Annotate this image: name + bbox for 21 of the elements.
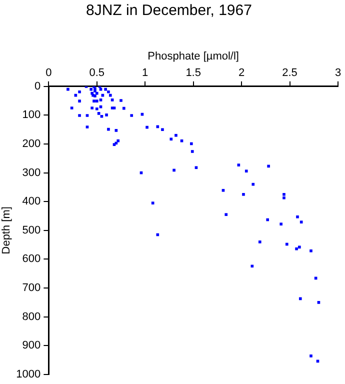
y-tick-label: 900	[22, 340, 41, 352]
chart-title: 8JNZ in December, 1967	[86, 2, 252, 20]
y-tick-label: 300	[22, 166, 41, 179]
y-tick-label: 1000	[16, 368, 41, 380]
y-tick-label: 0	[34, 80, 41, 92]
y-axis-title: Depth [m]	[0, 206, 13, 254]
y-tick-label: 500	[22, 224, 41, 236]
x-tick-label: 2	[238, 66, 245, 79]
y-tick-label: 200	[22, 138, 41, 150]
y-tick-label: 100	[22, 109, 41, 122]
x-axis-title: Phosphate [µmol/l]	[148, 50, 240, 63]
x-tick-label: 0.5	[89, 66, 105, 79]
x-tick-label: 1.5	[186, 66, 201, 79]
x-tick-label: 1	[142, 66, 148, 79]
y-tick-label: 600	[22, 253, 41, 266]
y-tick-label: 400	[22, 196, 41, 208]
x-tick-label: 3	[334, 66, 342, 79]
x-tick-label: 0	[46, 66, 52, 79]
x-tick-label: 2.5	[282, 66, 298, 79]
y-tick-label: 700	[22, 282, 41, 294]
y-tick-label: 800	[22, 310, 41, 323]
